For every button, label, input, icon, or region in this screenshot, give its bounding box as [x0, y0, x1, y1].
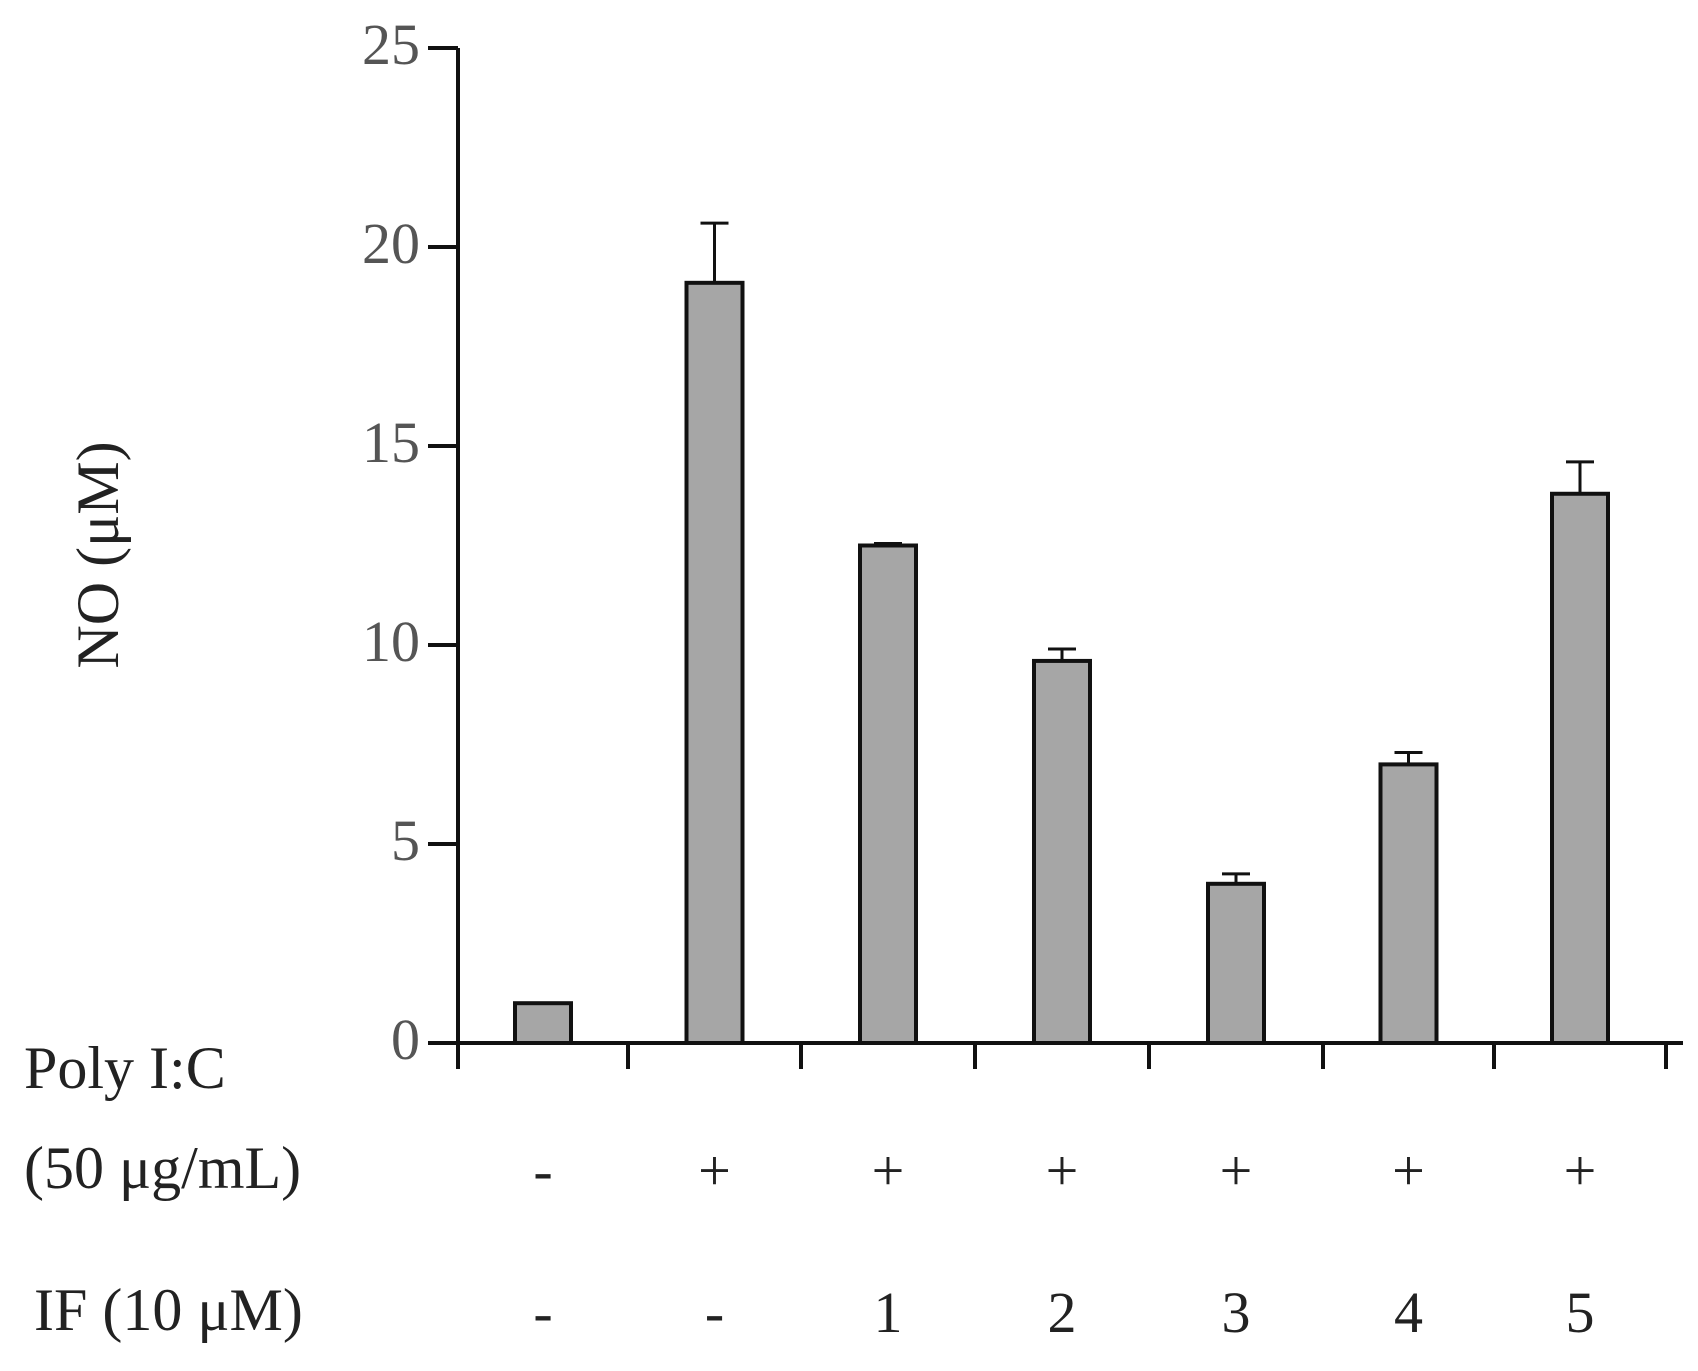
y-axis-label: NO (μM)	[65, 441, 131, 668]
y-tick-label: 15	[362, 410, 420, 475]
if-value-2: -	[705, 1280, 724, 1345]
chart-labels: NO (μM) Poly I:C (50 μg/mL) IF (10 μM) 0…	[24, 12, 1596, 1345]
error-bar-4	[1048, 647, 1076, 661]
if-row-label: IF (10 μM)	[34, 1277, 303, 1343]
bar-7	[1550, 491, 1610, 1045]
if-value-5: 3	[1222, 1280, 1251, 1345]
y-tick-label: 5	[391, 808, 420, 873]
poly-ic-value-5: +	[1220, 1138, 1253, 1203]
error-bar-6	[1394, 750, 1423, 765]
bar-1	[513, 1001, 573, 1046]
y-tick-label: 25	[362, 12, 420, 77]
bar-4	[1032, 658, 1092, 1045]
if-value-3: 1	[874, 1280, 903, 1345]
error-bar-3	[874, 542, 902, 546]
error-bars	[700, 221, 1594, 884]
if-value-6: 4	[1394, 1280, 1423, 1345]
if-value-4: 2	[1048, 1280, 1077, 1345]
poly-ic-value-6: +	[1392, 1138, 1425, 1203]
bar-2	[684, 280, 745, 1045]
if-value-1: -	[533, 1280, 552, 1345]
y-tick-label: 20	[362, 211, 420, 276]
poly-ic-value-1: -	[533, 1138, 552, 1203]
error-bar-7	[1566, 460, 1594, 494]
poly-ic-row-label: Poly I:C	[24, 1035, 226, 1101]
poly-ic-value-7: +	[1564, 1138, 1597, 1203]
y-tick-label: 10	[362, 609, 420, 674]
bar-3	[858, 543, 918, 1045]
y-tick-label: 0	[391, 1007, 420, 1072]
poly-ic-value-4: +	[1046, 1138, 1079, 1203]
axes	[428, 46, 1683, 1069]
error-bar-5	[1222, 872, 1250, 884]
error-bar-2	[700, 221, 729, 283]
poly-ic-row-sublabel: (50 μg/mL)	[24, 1135, 301, 1201]
bars	[513, 280, 1610, 1046]
poly-ic-value-3: +	[872, 1138, 905, 1203]
poly-ic-value-2: +	[698, 1138, 731, 1203]
bar-6	[1378, 762, 1439, 1046]
if-value-7: 5	[1566, 1280, 1595, 1345]
bar-5	[1206, 881, 1266, 1045]
